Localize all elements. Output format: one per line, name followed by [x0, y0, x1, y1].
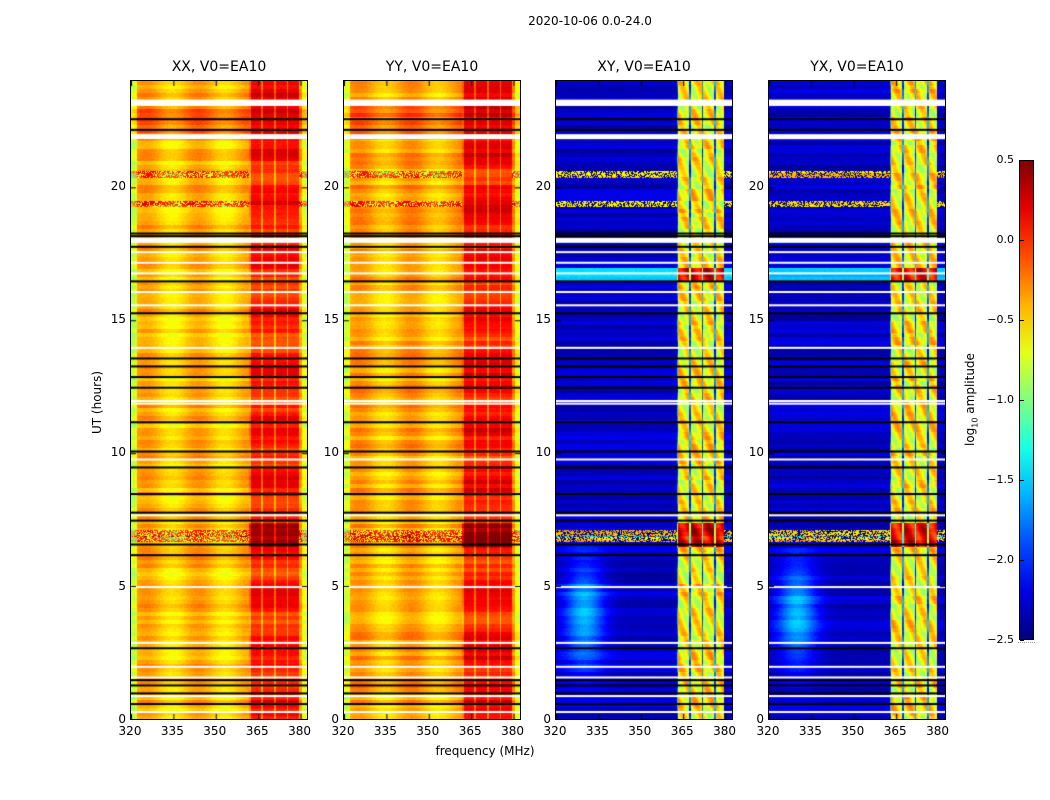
x-axis-label: frequency (MHz): [435, 744, 535, 758]
y-tick-label: 20: [748, 178, 764, 193]
colorbar-tick-mark: [1020, 640, 1024, 641]
y-tick-label: 15: [748, 312, 764, 326]
y-tick-label: 15: [110, 312, 126, 326]
colorbar-tick-label: 0.5: [996, 153, 1015, 166]
x-tick-label: 365: [245, 724, 269, 738]
x-tick-label: 320: [543, 724, 567, 738]
figure-title: 2020-10-06 0.0-24.0: [528, 14, 652, 28]
heatmap-yx: [769, 81, 945, 719]
colorbar-tick-mark: [1020, 320, 1024, 321]
panel-title-yx: YX, V0=EA10: [810, 59, 904, 75]
heatmap-xy: [556, 81, 732, 719]
y-tick-label: 5: [543, 578, 551, 593]
colorbar-label: log10 amplitude: [963, 353, 980, 446]
y-tick-label: 10: [535, 445, 551, 460]
x-tick-label: 380: [501, 724, 524, 738]
x-tick-label: 335: [585, 724, 609, 738]
x-tick-label: 335: [798, 724, 822, 738]
heatmap-panel-yy: [343, 80, 521, 720]
x-tick-label: 335: [160, 724, 184, 738]
y-tick-label: 20: [535, 178, 551, 193]
x-tick-label: 350: [628, 724, 652, 738]
x-tick-label: 320: [756, 724, 780, 738]
heatmap-yy: [344, 81, 520, 719]
y-tick-label: 10: [110, 445, 126, 460]
colorbar-tick-label: 0.0: [996, 233, 1015, 246]
y-tick-label: 20: [110, 178, 126, 193]
x-tick-label: 335: [373, 724, 397, 738]
y-tick-label: 10: [323, 445, 339, 460]
y-tick-label: 15: [535, 312, 551, 326]
y-axis-label: UT (hours): [90, 370, 104, 434]
colorbar-tick-label: −1.5: [987, 473, 1014, 486]
heatmap-xx: [131, 81, 307, 719]
x-tick-label: 365: [670, 724, 694, 738]
heatmap-panel-yx: [768, 80, 946, 720]
colorbar: [1019, 160, 1034, 640]
panel-title-xy: XY, V0=EA10: [597, 59, 691, 75]
colorbar-tick-label: −1.0: [987, 393, 1014, 406]
x-tick-label: 350: [203, 724, 227, 738]
heatmap-panel-xx: [130, 80, 308, 720]
panel-title-yy: YY, V0=EA10: [385, 59, 479, 75]
y-tick-label: 5: [331, 578, 339, 593]
heatmap-panel-xy: [555, 80, 733, 720]
colorbar-tick-mark: [1020, 560, 1024, 561]
y-tick-label: 15: [323, 312, 339, 326]
colorbar-tick-label: −2.0: [987, 553, 1014, 566]
y-tick-label: 0: [118, 712, 126, 726]
colorbar-tick-label: −2.5: [987, 633, 1014, 646]
y-tick-label: 5: [756, 578, 764, 593]
colorbar-tick-mark: [1020, 480, 1024, 481]
y-tick-label: 20: [323, 178, 339, 193]
colorbar-tick-label: −0.5: [987, 313, 1014, 326]
x-tick-label: 320: [118, 724, 142, 738]
y-tick-label: 0: [543, 712, 551, 726]
colorbar-tick-mark: [1020, 400, 1024, 401]
colorbar-extension-marker: [1018, 642, 1035, 644]
x-tick-label: 350: [841, 724, 865, 738]
x-tick-label: 380: [926, 724, 949, 738]
x-tick-label: 350: [416, 724, 440, 738]
y-tick-label: 0: [331, 712, 339, 726]
x-tick-label: 365: [458, 724, 482, 738]
x-tick-label: 365: [883, 724, 907, 738]
y-tick-label: 5: [118, 578, 126, 593]
x-tick-label: 380: [288, 724, 311, 738]
colorbar-tick-mark: [1020, 240, 1024, 241]
x-tick-label: 320: [331, 724, 355, 738]
panel-title-xx: XX, V0=EA10: [171, 59, 267, 75]
x-tick-label: 380: [713, 724, 736, 738]
colorbar-tick-mark: [1020, 160, 1024, 161]
y-tick-label: 0: [756, 712, 764, 726]
y-tick-label: 10: [748, 445, 764, 460]
